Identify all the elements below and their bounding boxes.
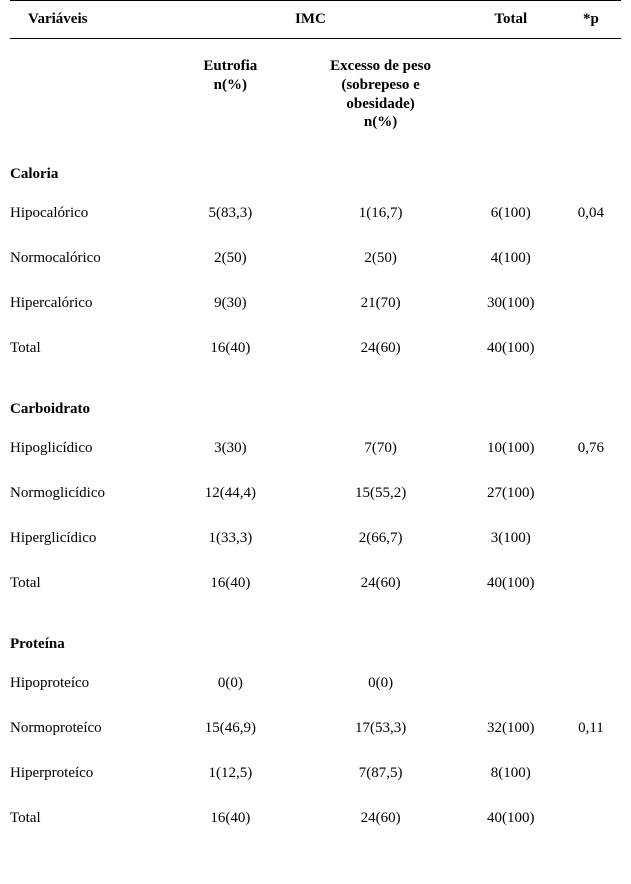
section-carboidrato: Carboidrato xyxy=(10,395,621,432)
cell-excesso: 2(50) xyxy=(300,242,460,287)
stats-table: Variáveis IMC Total *p Eutrofian(%) Exce… xyxy=(10,0,621,847)
cell-eutrofia: 12(44,4) xyxy=(160,477,300,522)
section-gap xyxy=(10,377,621,395)
section-title: Caloria xyxy=(10,160,621,197)
section-proteina: Proteína xyxy=(10,630,621,667)
cell-total: 30(100) xyxy=(461,287,561,332)
cell-eutrofia: 16(40) xyxy=(160,332,300,377)
cell-p xyxy=(561,332,621,377)
row-label: Normocalórico xyxy=(10,242,160,287)
table-row: Hipocalórico 5(83,3) 1(16,7) 6(100) 0,04 xyxy=(10,197,621,242)
table-header-row: Variáveis IMC Total *p xyxy=(10,1,621,39)
table-row: Hiperglicídico 1(33,3) 2(66,7) 3(100) xyxy=(10,522,621,567)
subheader-excesso: Excesso de peso(sobrepeso eobesidade)n(%… xyxy=(300,39,460,161)
cell-p xyxy=(561,757,621,802)
row-label: Hiperproteíco xyxy=(10,757,160,802)
cell-eutrofia: 1(12,5) xyxy=(160,757,300,802)
header-variaveis: Variáveis xyxy=(10,1,160,39)
row-label: Total xyxy=(10,567,160,612)
section-gap xyxy=(10,612,621,630)
cell-excesso: 15(55,2) xyxy=(300,477,460,522)
cell-total: 4(100) xyxy=(461,242,561,287)
cell-eutrofia: 2(50) xyxy=(160,242,300,287)
cell-eutrofia: 0(0) xyxy=(160,667,300,712)
cell-total: 6(100) xyxy=(461,197,561,242)
cell-p: 0,11 xyxy=(561,712,621,757)
cell-p xyxy=(561,477,621,522)
row-label: Normoproteíco xyxy=(10,712,160,757)
cell-total: 32(100) xyxy=(461,712,561,757)
table-row: Normoglicídico 12(44,4) 15(55,2) 27(100) xyxy=(10,477,621,522)
table-row: Total 16(40) 24(60) 40(100) xyxy=(10,567,621,612)
cell-excesso: 17(53,3) xyxy=(300,712,460,757)
cell-excesso: 24(60) xyxy=(300,802,460,847)
table-row: Normocalórico 2(50) 2(50) 4(100) xyxy=(10,242,621,287)
cell-total: 40(100) xyxy=(461,332,561,377)
cell-eutrofia: 3(30) xyxy=(160,432,300,477)
cell-p: 0,76 xyxy=(561,432,621,477)
cell-excesso: 24(60) xyxy=(300,332,460,377)
table-row: Hiperproteíco 1(12,5) 7(87,5) 8(100) xyxy=(10,757,621,802)
cell-p: 0,04 xyxy=(561,197,621,242)
cell-p xyxy=(561,242,621,287)
cell-total: 8(100) xyxy=(461,757,561,802)
row-label: Normoglicídico xyxy=(10,477,160,522)
table-row: Hipercalórico 9(30) 21(70) 30(100) xyxy=(10,287,621,332)
cell-total: 27(100) xyxy=(461,477,561,522)
cell-eutrofia: 9(30) xyxy=(160,287,300,332)
table-row: Hipoproteíco 0(0) 0(0) xyxy=(10,667,621,712)
cell-eutrofia: 5(83,3) xyxy=(160,197,300,242)
cell-eutrofia: 15(46,9) xyxy=(160,712,300,757)
cell-excesso: 2(66,7) xyxy=(300,522,460,567)
row-label: Hiperglicídico xyxy=(10,522,160,567)
cell-excesso: 1(16,7) xyxy=(300,197,460,242)
cell-eutrofia: 1(33,3) xyxy=(160,522,300,567)
table-row: Normoproteíco 15(46,9) 17(53,3) 32(100) … xyxy=(10,712,621,757)
cell-excesso: 0(0) xyxy=(300,667,460,712)
row-label: Total xyxy=(10,802,160,847)
cell-total: 10(100) xyxy=(461,432,561,477)
table-row: Hipoglicídico 3(30) 7(70) 10(100) 0,76 xyxy=(10,432,621,477)
header-imc: IMC xyxy=(160,1,460,39)
cell-excesso: 21(70) xyxy=(300,287,460,332)
cell-total xyxy=(461,667,561,712)
cell-total: 40(100) xyxy=(461,802,561,847)
cell-total: 40(100) xyxy=(461,567,561,612)
row-label: Hipoproteíco xyxy=(10,667,160,712)
row-label: Hipoglicídico xyxy=(10,432,160,477)
cell-total: 3(100) xyxy=(461,522,561,567)
cell-excesso: 7(70) xyxy=(300,432,460,477)
section-title: Proteína xyxy=(10,630,621,667)
section-caloria: Caloria xyxy=(10,160,621,197)
row-label: Hipocalórico xyxy=(10,197,160,242)
section-title: Carboidrato xyxy=(10,395,621,432)
stats-table-wrapper: Variáveis IMC Total *p Eutrofian(%) Exce… xyxy=(0,0,631,847)
table-subheader-row: Eutrofian(%) Excesso de peso(sobrepeso e… xyxy=(10,39,621,161)
row-label: Hipercalórico xyxy=(10,287,160,332)
cell-p xyxy=(561,567,621,612)
header-total: Total xyxy=(461,1,561,39)
cell-eutrofia: 16(40) xyxy=(160,567,300,612)
cell-p xyxy=(561,667,621,712)
table-row: Total 16(40) 24(60) 40(100) xyxy=(10,332,621,377)
cell-p xyxy=(561,287,621,332)
cell-p xyxy=(561,802,621,847)
cell-eutrofia: 16(40) xyxy=(160,802,300,847)
row-label: Total xyxy=(10,332,160,377)
table-row: Total 16(40) 24(60) 40(100) xyxy=(10,802,621,847)
header-p: *p xyxy=(561,1,621,39)
subheader-eutrofia: Eutrofian(%) xyxy=(160,39,300,161)
cell-p xyxy=(561,522,621,567)
cell-excesso: 24(60) xyxy=(300,567,460,612)
cell-excesso: 7(87,5) xyxy=(300,757,460,802)
